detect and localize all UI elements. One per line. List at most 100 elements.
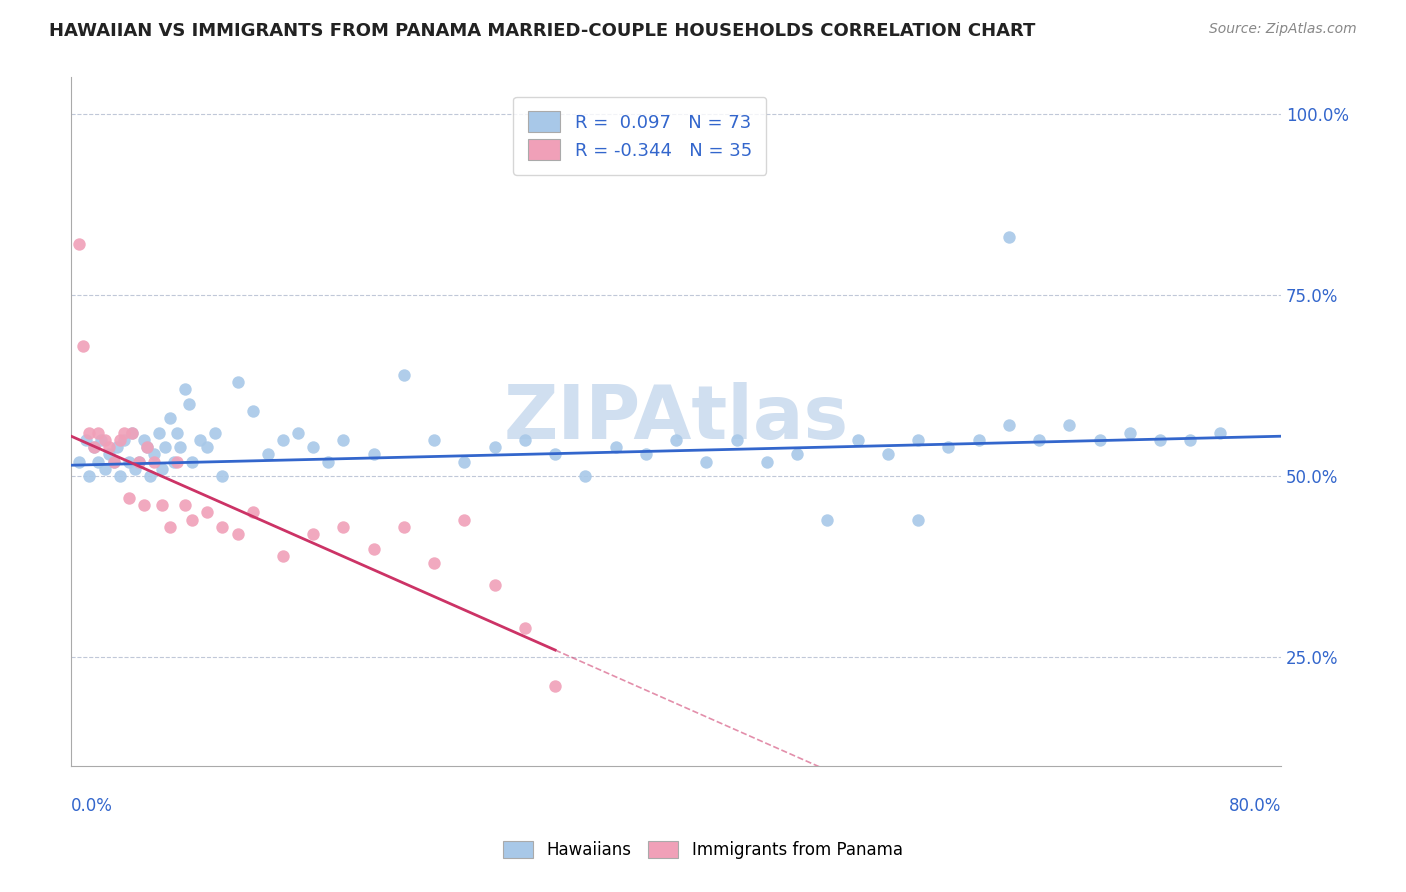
- Point: [392, 368, 415, 382]
- Point: [1088, 433, 1111, 447]
- Point: [143, 454, 166, 468]
- Point: [318, 454, 340, 468]
- Point: [121, 425, 143, 440]
- Point: [108, 433, 131, 447]
- Point: [332, 520, 354, 534]
- Point: [634, 447, 657, 461]
- Point: [786, 447, 808, 461]
- Point: [135, 440, 157, 454]
- Point: [453, 454, 475, 468]
- Text: 0.0%: 0.0%: [72, 797, 112, 814]
- Point: [363, 447, 385, 461]
- Point: [139, 469, 162, 483]
- Point: [242, 505, 264, 519]
- Point: [103, 454, 125, 468]
- Point: [211, 469, 233, 483]
- Point: [173, 498, 195, 512]
- Point: [544, 447, 567, 461]
- Point: [242, 404, 264, 418]
- Point: [665, 433, 688, 447]
- Point: [302, 527, 325, 541]
- Point: [815, 512, 838, 526]
- Point: [226, 527, 249, 541]
- Point: [128, 454, 150, 468]
- Point: [1209, 425, 1232, 440]
- Point: [148, 425, 170, 440]
- Point: [484, 578, 506, 592]
- Point: [605, 440, 627, 454]
- Point: [271, 433, 294, 447]
- Point: [453, 512, 475, 526]
- Point: [195, 505, 218, 519]
- Legend: R =  0.097   N = 73, R = -0.344   N = 35: R = 0.097 N = 73, R = -0.344 N = 35: [513, 97, 766, 175]
- Point: [163, 454, 186, 468]
- Point: [271, 549, 294, 563]
- Point: [181, 512, 204, 526]
- Point: [226, 375, 249, 389]
- Point: [75, 433, 97, 447]
- Text: HAWAIIAN VS IMMIGRANTS FROM PANAMA MARRIED-COUPLE HOUSEHOLDS CORRELATION CHART: HAWAIIAN VS IMMIGRANTS FROM PANAMA MARRI…: [49, 22, 1036, 40]
- Point: [135, 440, 157, 454]
- Point: [87, 425, 110, 440]
- Point: [118, 491, 141, 505]
- Point: [112, 433, 135, 447]
- Point: [150, 462, 173, 476]
- Point: [79, 469, 101, 483]
- Point: [132, 433, 155, 447]
- Point: [332, 433, 354, 447]
- Point: [108, 469, 131, 483]
- Point: [150, 498, 173, 512]
- Point: [90, 433, 112, 447]
- Point: [67, 237, 90, 252]
- Point: [128, 454, 150, 468]
- Point: [997, 230, 1019, 244]
- Point: [1119, 425, 1142, 440]
- Point: [1180, 433, 1202, 447]
- Point: [755, 454, 778, 468]
- Point: [112, 425, 135, 440]
- Point: [93, 462, 115, 476]
- Point: [105, 440, 128, 454]
- Point: [159, 520, 181, 534]
- Point: [118, 454, 141, 468]
- Point: [121, 425, 143, 440]
- Point: [876, 447, 898, 461]
- Text: 80.0%: 80.0%: [1229, 797, 1281, 814]
- Point: [1028, 433, 1050, 447]
- Point: [188, 433, 211, 447]
- Point: [725, 433, 748, 447]
- Point: [72, 338, 94, 352]
- Point: [79, 425, 101, 440]
- Point: [302, 440, 325, 454]
- Point: [695, 454, 717, 468]
- Point: [93, 433, 115, 447]
- Point: [484, 440, 506, 454]
- Point: [166, 454, 188, 468]
- Point: [87, 454, 110, 468]
- Point: [907, 433, 929, 447]
- Point: [287, 425, 309, 440]
- Point: [153, 440, 176, 454]
- Point: [124, 462, 146, 476]
- Point: [166, 425, 188, 440]
- Point: [544, 679, 567, 693]
- Legend: Hawaiians, Immigrants from Panama: Hawaiians, Immigrants from Panama: [496, 834, 910, 866]
- Point: [1149, 433, 1171, 447]
- Point: [574, 469, 596, 483]
- Point: [143, 447, 166, 461]
- Point: [967, 433, 990, 447]
- Point: [513, 433, 536, 447]
- Point: [169, 440, 191, 454]
- Point: [179, 396, 201, 410]
- Point: [256, 447, 278, 461]
- Point: [181, 454, 204, 468]
- Point: [423, 556, 446, 570]
- Point: [211, 520, 233, 534]
- Point: [513, 621, 536, 635]
- Point: [1057, 418, 1080, 433]
- Point: [67, 454, 90, 468]
- Point: [83, 440, 105, 454]
- Point: [936, 440, 959, 454]
- Point: [392, 520, 415, 534]
- Point: [98, 447, 121, 461]
